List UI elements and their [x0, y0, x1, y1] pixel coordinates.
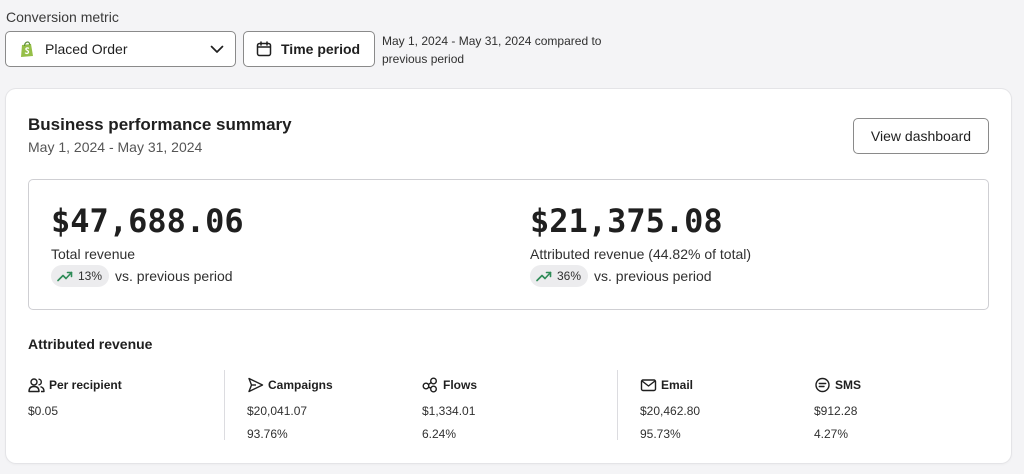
metric-name: SMS	[835, 378, 862, 392]
metric-value: $1,334.01	[422, 404, 476, 418]
metric-per-recipient: Per recipient $0.05	[28, 377, 122, 418]
trend-up-icon	[57, 271, 73, 282]
chevron-down-icon	[210, 45, 224, 53]
card-date-range: May 1, 2024 - May 31, 2024	[28, 139, 203, 155]
calendar-icon	[256, 41, 272, 57]
total-revenue-label: Total revenue	[51, 246, 136, 262]
metric-percent: 4.27%	[814, 427, 849, 441]
metric-value: $0.05	[28, 404, 59, 418]
metric-value: $912.28	[814, 404, 858, 418]
metric-percent: 6.24%	[422, 427, 457, 441]
trend-up-icon	[536, 271, 552, 282]
total-revenue-comparison: 13% vs. previous period	[51, 265, 244, 287]
metric-value: $20,041.07	[247, 404, 308, 418]
total-revenue-value: $47,688.06	[51, 202, 244, 240]
selected-metric-value: Placed Order	[45, 41, 128, 57]
metric-name: Per recipient	[49, 378, 122, 392]
time-period-button[interactable]: Time period	[243, 31, 375, 67]
card-title: Business performance summary	[28, 115, 292, 134]
sms-icon	[815, 377, 830, 393]
attributed-revenue-value: $21,375.08	[530, 202, 723, 240]
attributed-revenue-label: Attributed revenue (44.82% of total)	[530, 246, 752, 262]
metric-percent: 93.76%	[247, 427, 288, 441]
change-value: 13%	[78, 269, 103, 283]
people-icon	[28, 378, 45, 393]
metric-percent: 95.73%	[640, 427, 681, 441]
metric-campaigns: Campaigns $20,041.07 93.76%	[247, 377, 333, 441]
metric-sms: SMS $912.28 4.27%	[814, 377, 861, 441]
conversion-metric-select[interactable]: Placed Order	[5, 31, 236, 67]
attributed-revenue-title: Attributed revenue	[28, 336, 153, 352]
flows-icon	[422, 377, 437, 393]
change-value: 36%	[557, 269, 582, 283]
email-icon	[640, 379, 657, 392]
metric-name: Campaigns	[268, 378, 333, 392]
divider	[617, 370, 618, 440]
business-performance-card: Business performance summary May 1, 2024…	[6, 89, 1011, 463]
metric-flows: Flows $1,334.01 6.24%	[422, 377, 477, 441]
divider	[224, 370, 225, 440]
attributed-revenue-stat: $21,375.08 Attributed revenue (44.82% of…	[530, 202, 751, 287]
comparison-text: vs. previous period	[115, 268, 233, 284]
conversion-metric-label: Conversion metric	[6, 9, 119, 25]
metric-name: Flows	[443, 378, 478, 392]
comparison-text: vs. previous period	[594, 268, 712, 284]
revenue-summary-box: $47,688.06 Total revenue 13% vs. previou…	[28, 179, 989, 310]
time-period-label: Time period	[281, 41, 361, 57]
change-badge: 13%	[51, 265, 110, 287]
attributed-revenue-comparison: 36% vs. previous period	[530, 265, 751, 287]
view-dashboard-button[interactable]: View dashboard	[853, 118, 989, 154]
total-revenue-stat: $47,688.06 Total revenue 13% vs. previou…	[51, 202, 244, 287]
shopify-icon	[21, 40, 33, 57]
send-icon	[248, 377, 264, 393]
metric-name: Email	[661, 378, 694, 392]
metric-email: Email $20,462.80 95.73%	[640, 377, 700, 441]
metric-value: $20,462.80	[640, 404, 701, 418]
period-description: May 1, 2024 - May 31, 2024 compared to p…	[382, 34, 602, 66]
change-badge: 36%	[530, 265, 589, 287]
